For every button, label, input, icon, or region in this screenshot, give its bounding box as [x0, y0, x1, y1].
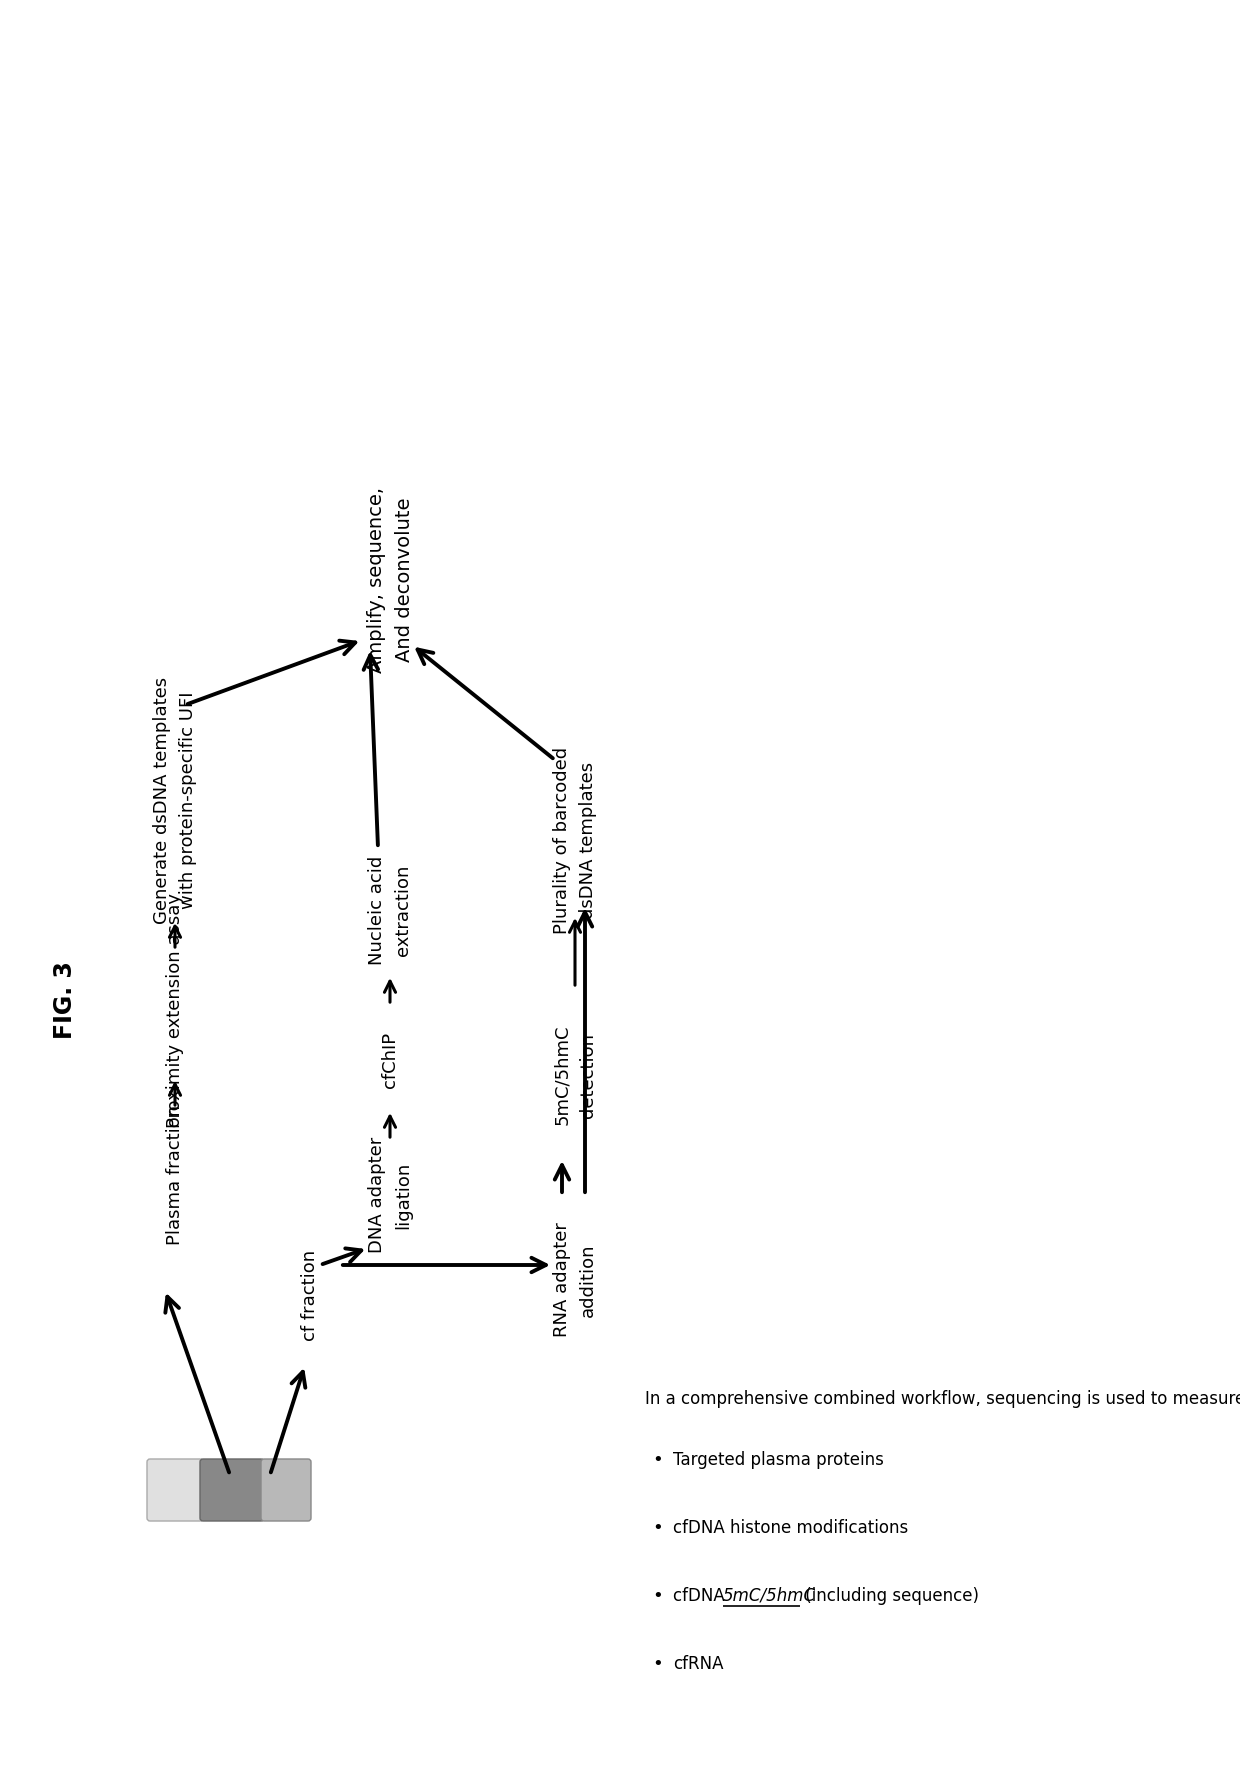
Text: Targeted plasma proteins: Targeted plasma proteins [673, 1451, 884, 1468]
Text: DNA adapter
ligation: DNA adapter ligation [368, 1137, 412, 1253]
Text: 5mC/5hmC: 5mC/5hmC [723, 1588, 816, 1606]
Text: Proximity extension assay: Proximity extension assay [166, 892, 184, 1127]
Text: Amplify, sequence,
And deconvolute: Amplify, sequence, And deconvolute [367, 488, 413, 673]
FancyBboxPatch shape [260, 1460, 311, 1520]
Text: FIG. 3: FIG. 3 [53, 961, 77, 1040]
Text: •: • [652, 1655, 663, 1673]
Text: 5mC/5hmC
detection: 5mC/5hmC detection [553, 1025, 598, 1125]
Text: (including sequence): (including sequence) [800, 1588, 980, 1606]
Text: cfRNA: cfRNA [673, 1655, 723, 1673]
Text: •: • [652, 1518, 663, 1536]
FancyBboxPatch shape [200, 1460, 264, 1520]
Text: Nucleic acid
extraction: Nucleic acid extraction [368, 856, 412, 965]
Text: cfDNA histone modifications: cfDNA histone modifications [673, 1518, 908, 1536]
Text: •: • [652, 1588, 663, 1606]
Text: In a comprehensive combined workflow, sequencing is used to measure the followin: In a comprehensive combined workflow, se… [645, 1390, 1240, 1408]
Text: Plurality of barcoded
dsDNA templates: Plurality of barcoded dsDNA templates [553, 746, 598, 933]
Text: cfDNA: cfDNA [673, 1588, 730, 1606]
Text: RNA adapter
addition: RNA adapter addition [553, 1223, 598, 1337]
FancyBboxPatch shape [148, 1460, 203, 1520]
Text: cf fraction: cf fraction [301, 1250, 319, 1340]
Text: Plasma fraction: Plasma fraction [166, 1105, 184, 1244]
Text: Generate dsDNA templates
with protein-specific UFI: Generate dsDNA templates with protein-sp… [153, 676, 197, 924]
Text: cfChIP: cfChIP [381, 1032, 399, 1088]
Text: •: • [652, 1451, 663, 1468]
